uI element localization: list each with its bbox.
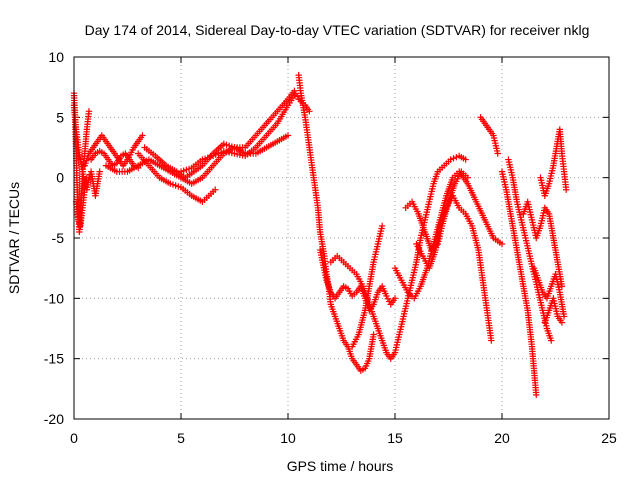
data-point [391, 295, 399, 302]
data-point [450, 155, 457, 162]
data-point [560, 313, 568, 320]
data-point [447, 156, 454, 163]
data-point [85, 108, 93, 115]
data-point [464, 174, 471, 181]
data-point [498, 240, 506, 248]
data-point [548, 337, 555, 344]
data-point [306, 108, 313, 115]
y-tick-label: -15 [44, 351, 64, 367]
data-point [386, 298, 393, 305]
x-tick-label: 15 [387, 430, 403, 446]
data-point [291, 92, 298, 99]
grid [74, 57, 609, 419]
y-axis-label: SDTVAR / TECUs [6, 182, 22, 294]
data-point [533, 391, 540, 399]
data-point [558, 283, 566, 290]
data-point [284, 132, 292, 139]
data-point [384, 295, 392, 302]
y-tick-label: -10 [44, 290, 64, 306]
y-tick-label: -20 [44, 411, 64, 427]
data-point [83, 174, 91, 181]
data-point [383, 292, 390, 300]
x-axis-label: GPS time / hours [287, 458, 394, 474]
data-point [139, 132, 146, 139]
data-point [563, 186, 570, 193]
x-tick-label: 10 [280, 430, 296, 446]
x-tick-label: 0 [70, 430, 78, 446]
data-point [212, 186, 219, 193]
x-tick-label: 25 [601, 430, 617, 446]
x-tick-label: 20 [494, 430, 510, 446]
data-point [370, 331, 377, 338]
data-point [294, 93, 301, 100]
x-tick-label: 5 [177, 430, 185, 446]
axis-ticks: 0 5 10 15 20 25 -20 -15 -10 -5 0 5 10 [44, 49, 617, 446]
data-point [378, 222, 386, 230]
data-point [462, 156, 469, 163]
y-tick-label: 5 [56, 109, 64, 125]
y-tick-label: -5 [52, 230, 65, 246]
data-point [558, 319, 566, 326]
data-point [96, 168, 103, 175]
data-point [494, 150, 501, 157]
y-tick-label: 10 [48, 49, 64, 65]
data-point [488, 337, 495, 344]
y-tick-label: 0 [56, 170, 64, 186]
chart-title: Day 174 of 2014, Sidereal Day-to-day VTE… [85, 22, 590, 38]
plot-frame [73, 56, 610, 420]
data-points [70, 71, 570, 399]
